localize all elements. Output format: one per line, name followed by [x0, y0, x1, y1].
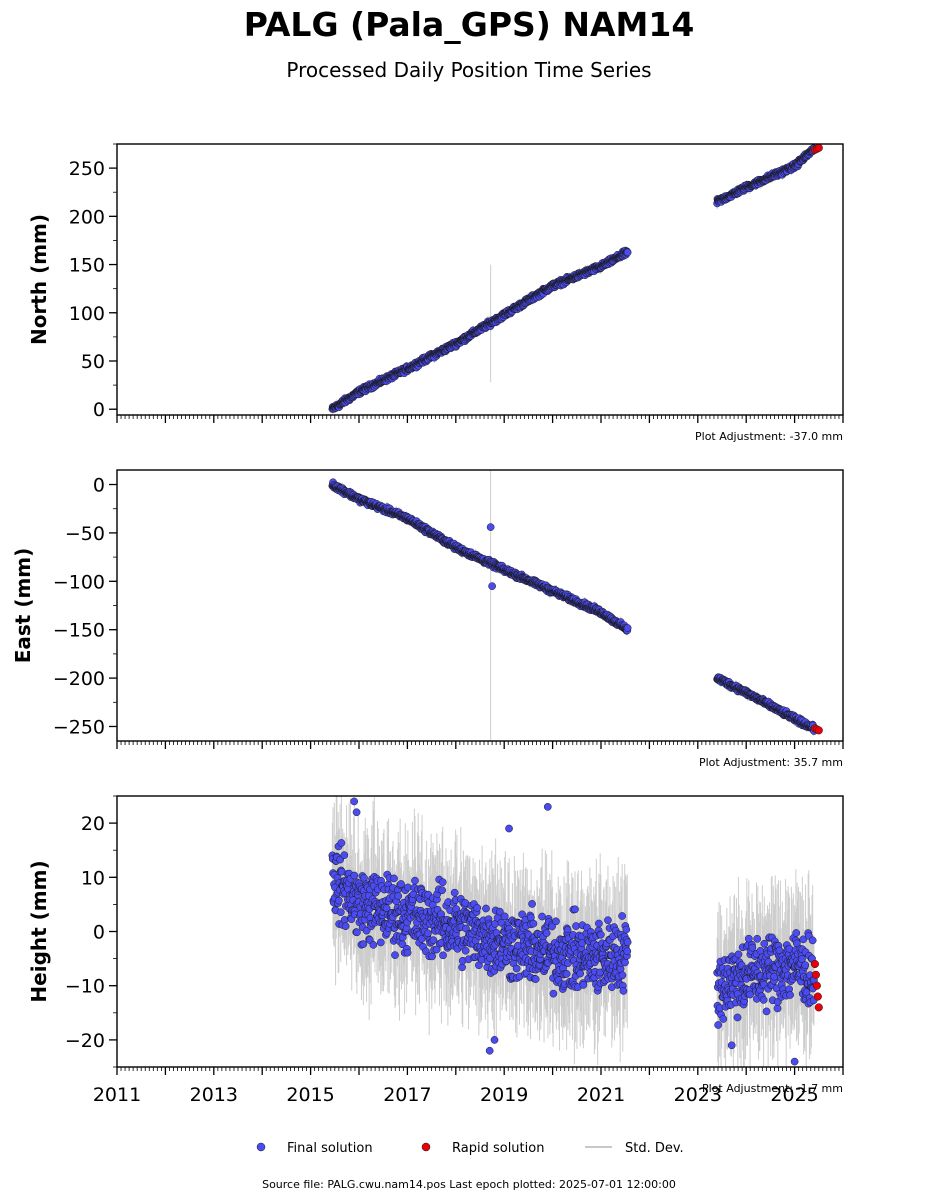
final-point [341, 922, 350, 931]
rapid-point [814, 726, 823, 735]
rapid-solution-points [810, 144, 823, 154]
y-axis-label: East (mm) [11, 548, 35, 664]
final-point [404, 883, 412, 892]
final-point [353, 928, 361, 937]
final-solution-points [328, 144, 818, 413]
final-point-outlier [488, 582, 496, 590]
final-point [334, 896, 343, 905]
plot-area [328, 144, 823, 414]
final-point [390, 874, 398, 883]
y-tick-label: −200 [53, 668, 105, 690]
final-point [376, 938, 385, 947]
final-point [340, 851, 349, 859]
y-tick-label: 250 [69, 158, 105, 180]
final-point [336, 908, 345, 917]
final-point [623, 248, 632, 257]
plot-area [328, 470, 823, 741]
rapid-point [814, 144, 823, 152]
y-axis: 0 50 100 150 200 250 [69, 143, 117, 421]
final-solution-points [328, 478, 818, 735]
final-point-outlier [486, 523, 495, 531]
x-axis-ticks [116, 741, 844, 749]
plot-adjustment-note: Plot Adjustment: -37.0 mm [695, 430, 843, 443]
final-point [369, 941, 378, 949]
final-point [337, 839, 346, 847]
y-tick-label: 150 [69, 255, 105, 277]
panel-2: 0 −50 −100 −150 −200 −250 East (mm) Plot Adjust… [11, 469, 844, 769]
rapid-solution-points [810, 724, 823, 735]
plot-frame [116, 469, 844, 742]
plot-adjustment-note: Plot Adjustment: 35.7 mm [699, 756, 843, 769]
y-tick-label: 100 [69, 303, 105, 325]
y-tick-label: −50 [65, 523, 105, 545]
final-point [403, 948, 412, 957]
y-tick-label: 0 [93, 475, 105, 497]
figure-subtitle: Processed Daily Position Time Series [286, 58, 651, 82]
final-point [394, 892, 403, 900]
plot-area [328, 796, 823, 1067]
y-tick-label: −100 [53, 571, 105, 593]
final-point [397, 880, 405, 888]
y-tick-label: 200 [69, 206, 105, 228]
final-point [411, 876, 419, 885]
final-point [623, 624, 632, 632]
y-tick-label: −250 [53, 716, 105, 738]
y-tick-label: 0 [93, 399, 105, 421]
figure-title: PALG (Pala_GPS) NAM14 [244, 5, 695, 44]
plot-frame [116, 143, 844, 416]
x-axis-ticks [116, 415, 844, 423]
final-point [359, 940, 368, 948]
y-axis-label: North (mm) [27, 214, 51, 345]
y-tick-label: 50 [81, 351, 105, 373]
y-axis: 0 −50 −100 −150 −200 −250 [53, 475, 117, 738]
y-tick-label: −150 [53, 620, 105, 642]
panels: 0 50 100 150 200 250 North (mm) Plot Adjustment… [11, 143, 844, 1106]
final-solution-points [328, 797, 818, 1066]
panel-1: 0 50 100 150 200 250 North (mm) Plot Adjustment… [27, 143, 844, 443]
final-point [350, 871, 359, 880]
final-point [391, 951, 399, 959]
